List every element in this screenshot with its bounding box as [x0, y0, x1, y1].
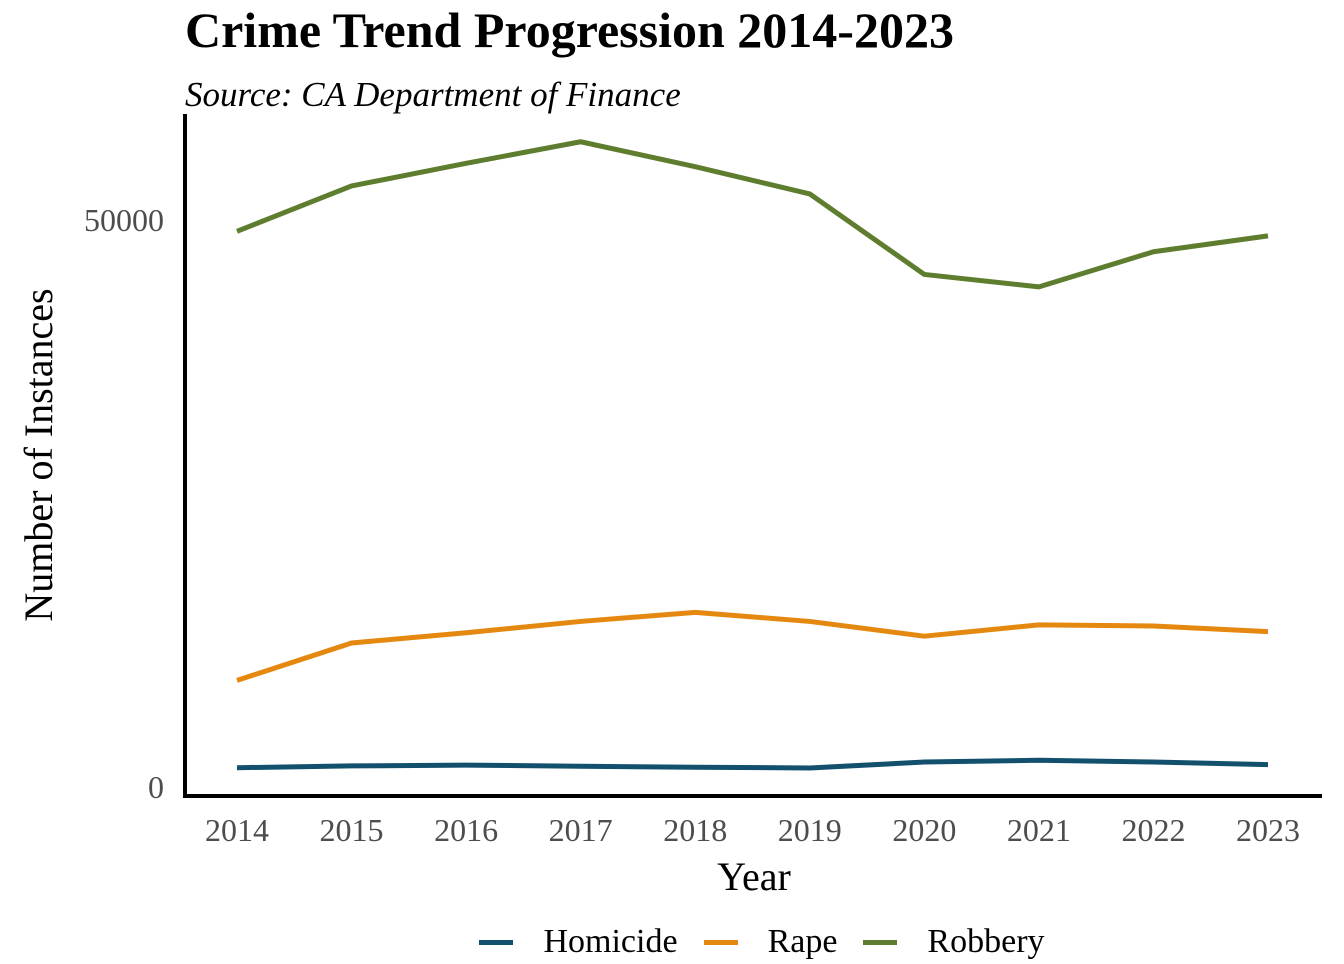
legend-key [863, 939, 898, 945]
x-tick-labels: 2014 2015 2016 2017 2018 2019 2020 2021 2022 2023 [205, 812, 1300, 848]
x-tick-label: 2018 [663, 812, 727, 848]
x-tick-label: 2016 [434, 812, 498, 848]
legend-key [703, 939, 738, 945]
legend-item-robbery: Robbery [863, 923, 1045, 961]
legend-label: Rape [767, 923, 838, 960]
series-line-homicide [236, 757, 1269, 771]
x-tick-label: 2023 [1236, 812, 1300, 848]
x-tick-label: 2020 [892, 812, 956, 848]
x-tick-label: 2019 [778, 812, 842, 848]
chart-title: Crime Trend Progression 2014-2023 [185, 2, 954, 58]
series-lines [236, 139, 1269, 771]
x-tick-label: 2017 [549, 812, 613, 848]
legend: Homicide Rape Robbery [0, 920, 1344, 964]
x-axis-title: Year [717, 854, 791, 899]
y-tick-labels: 0 50000 [84, 202, 164, 805]
series-line-rape [236, 609, 1269, 683]
y-tick-label: 0 [148, 769, 164, 805]
y-tick-label: 50000 [84, 202, 164, 238]
x-tick-label: 2021 [1007, 812, 1071, 848]
chart-subtitle: Source: CA Department of Finance [185, 75, 681, 114]
y-axis-title: Number of Instances [16, 288, 61, 621]
legend-item-rape: Rape [703, 923, 838, 961]
legend-item-homicide: Homicide [479, 923, 678, 961]
x-tick-label: 2014 [205, 812, 269, 848]
series-line-robbery [236, 139, 1269, 290]
x-tick-label: 2015 [320, 812, 384, 848]
legend-label: Homicide [543, 923, 678, 960]
axes [183, 114, 1322, 798]
legend-key [479, 939, 514, 945]
legend-label: Robbery [927, 923, 1045, 960]
x-tick-label: 2022 [1121, 812, 1185, 848]
